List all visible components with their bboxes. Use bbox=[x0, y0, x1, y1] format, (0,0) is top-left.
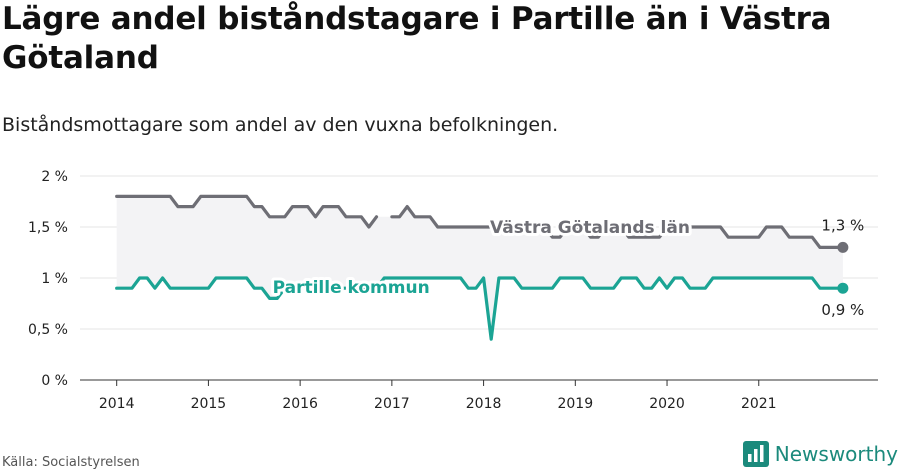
series-end-label: 0,9 % bbox=[821, 301, 864, 319]
series-lines bbox=[115, 194, 849, 341]
x-tick-label: 2014 bbox=[99, 396, 135, 412]
source-note: Källa: Socialstyrelsen bbox=[2, 455, 140, 470]
x-tick-label: 2021 bbox=[741, 396, 777, 412]
x-tick-label: 2018 bbox=[466, 396, 502, 412]
series-name-halo: Partille kommun bbox=[273, 278, 430, 298]
x-tick-label: 2016 bbox=[282, 396, 318, 412]
chart-title: Lägre andel biståndstagare i Partille än… bbox=[2, 1, 832, 76]
series-line-0 bbox=[115, 194, 845, 249]
series-name-halo: Västra Götalands län bbox=[490, 218, 690, 238]
x-tick-label: 2020 bbox=[649, 396, 685, 412]
brand-logo: Newsworthy bbox=[742, 441, 898, 467]
series-end-point bbox=[837, 241, 849, 253]
x-tick-label: 2017 bbox=[374, 396, 410, 412]
difference-band bbox=[116, 196, 843, 340]
x-tick-label: 2019 bbox=[557, 396, 593, 412]
series-name-label: Västra Götalands län bbox=[490, 218, 690, 238]
series-name-label: Partille kommun bbox=[273, 278, 430, 298]
chart-subtitle: Biståndsmottagare som andel av den vuxna… bbox=[2, 114, 559, 136]
y-tick-label: 2 % bbox=[41, 169, 68, 185]
y-tick-label: 0,5 % bbox=[28, 322, 68, 338]
brand-name: Newsworthy bbox=[774, 442, 898, 466]
series-end-label: 1,3 % bbox=[821, 216, 864, 234]
series-line-1 bbox=[115, 276, 845, 341]
y-tick-label: 0 % bbox=[41, 373, 68, 389]
series-end-point bbox=[837, 282, 849, 294]
y-tick-label: 1 % bbox=[41, 271, 68, 287]
y-tick-label: 1,5 % bbox=[28, 220, 68, 236]
x-tick-label: 2015 bbox=[191, 396, 227, 412]
newsworthy-chart-icon bbox=[742, 441, 769, 467]
axes: 0 % 0,5 % 1 % 1,5 % 2 % 2014 2015 2016 2017 2018 2… bbox=[28, 169, 878, 412]
